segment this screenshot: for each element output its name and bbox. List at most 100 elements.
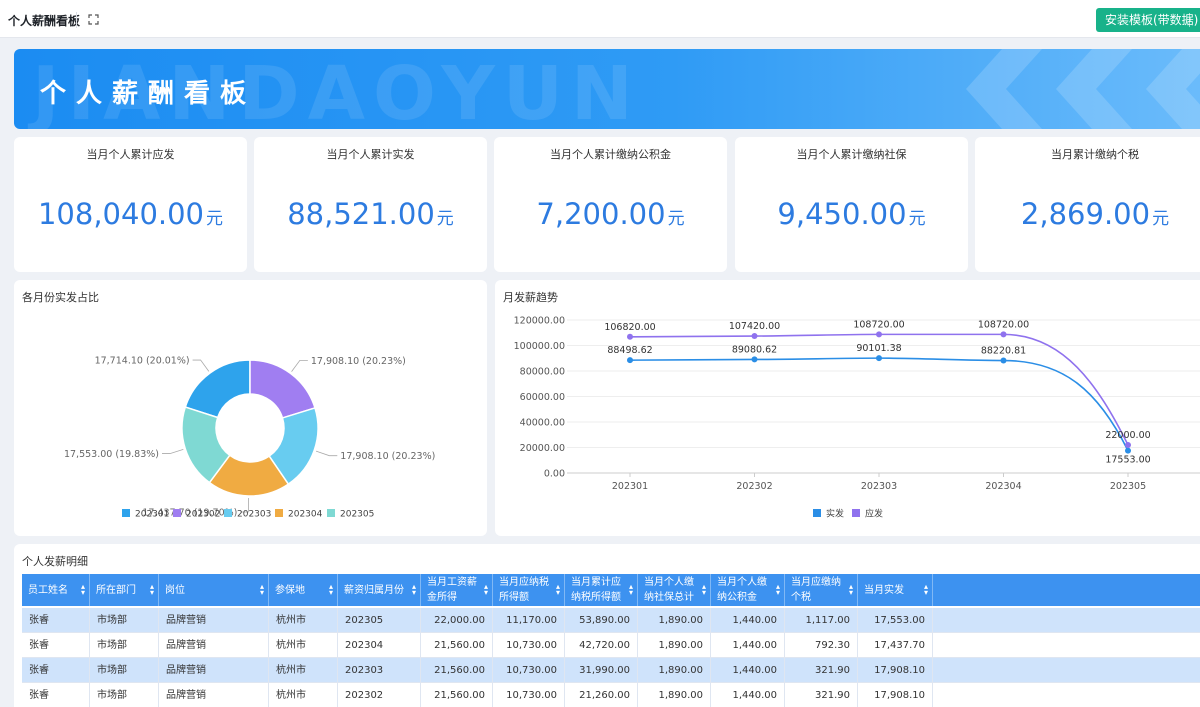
- table-cell: 1,440.00: [711, 683, 785, 707]
- table-row[interactable]: 张睿 市场部 品牌营销 杭州市 202303 21,560.00 10,730.00 31,9…: [22, 658, 1200, 683]
- series-line: [629, 357, 1129, 451]
- legend-label: 202301: [135, 510, 169, 520]
- table-cell: 11,170.00: [493, 608, 565, 633]
- table-cell: 792.30: [785, 633, 858, 658]
- table-cell: 21,260.00: [565, 683, 638, 707]
- slice-leader-line: [291, 360, 308, 372]
- donut-chart: 17,714.10 (20.01%) 17,908.10 (20.23%) 17,9…: [64, 356, 435, 520]
- toolbar-divider: [76, 12, 77, 28]
- table-row[interactable]: 张睿 市场部 品牌营销 杭州市 202305 22,000.00 11,170.00 53,8…: [22, 608, 1200, 633]
- table-cell: 321.90: [785, 658, 858, 683]
- banner-watermark: JIANDAOYUN: [32, 51, 641, 129]
- data-label: 88220.81: [981, 346, 1026, 357]
- table-cell: 1,117.00: [785, 608, 858, 633]
- column-header-label: 当月实发: [864, 584, 904, 596]
- data-point: [1125, 447, 1131, 454]
- sort-icon[interactable]: ▴ ▾: [259, 582, 264, 597]
- sort-icon[interactable]: ▴ ▾: [555, 582, 560, 597]
- legend-label: 202303: [237, 510, 271, 520]
- data-point: [1000, 357, 1007, 364]
- y-tick-label: 40000.00: [520, 418, 565, 429]
- column-header-label: 薪资归属月份: [344, 584, 404, 596]
- table-cell: 杭州市: [269, 658, 338, 683]
- sort-icon[interactable]: ▴ ▾: [411, 582, 416, 597]
- slice-label: 17,908.10 (20.23%): [311, 356, 406, 367]
- donut-slice: [184, 359, 251, 419]
- sort-icon[interactable]: ▴ ▾: [628, 582, 633, 597]
- kpi-unit: 元: [667, 209, 685, 229]
- data-label: 108720.00: [978, 319, 1029, 330]
- table-cell: 1,890.00: [638, 633, 711, 658]
- top-bar: 个人薪酬看板 安装模板(带数据): [0, 0, 1200, 38]
- sort-icon[interactable]: ▴ ▾: [923, 582, 928, 597]
- x-tick-label: 202301: [612, 481, 648, 492]
- column-header[interactable]: 当月工资薪金所得 ▴ ▾: [421, 574, 493, 606]
- slice-leader-line: [240, 497, 250, 513]
- column-header[interactable]: 当月应纳税所得额 ▴ ▾: [493, 574, 565, 606]
- column-header[interactable]: 当月累计应纳税所得额 ▴ ▾: [565, 574, 638, 606]
- sort-icon[interactable]: ▴ ▾: [328, 582, 333, 597]
- legend-swatch: [852, 509, 860, 517]
- table-cell: 品牌营销: [159, 658, 269, 683]
- salary-trend-card: 月发薪趋势 0.00 20000.00 40000.00 60000.00 80000.…: [495, 280, 1200, 536]
- table-header: 员工姓名 ▴ ▾ 所在部门 ▴ ▾ 岗位 ▴ ▾ 参保地 ▴ ▾ 薪资归属月份 ▴ ▾ 当月工资薪金…: [22, 574, 1200, 606]
- kpi-value: 7,200.00 元: [494, 197, 727, 231]
- y-tick-label: 60000.00: [520, 392, 565, 403]
- data-label: 88498.62: [607, 345, 652, 356]
- sort-icon[interactable]: ▴ ▾: [483, 582, 488, 597]
- fullscreen-icon[interactable]: [88, 14, 99, 25]
- table-cell: 202305: [338, 608, 421, 633]
- install-button-separator: [1189, 13, 1190, 27]
- column-header[interactable]: 当月实发 ▴ ▾: [858, 574, 933, 606]
- sort-icon[interactable]: ▴ ▾: [848, 582, 853, 597]
- column-header[interactable]: 薪资归属月份 ▴ ▾: [338, 574, 421, 606]
- sort-icon[interactable]: ▴ ▾: [701, 582, 706, 597]
- table-cell: 53,890.00: [565, 608, 638, 633]
- data-label: 106820.00: [604, 322, 655, 333]
- data-point: [876, 331, 882, 338]
- table-cell: 10,730.00: [493, 658, 565, 683]
- y-tick-label: 0.00: [544, 469, 565, 480]
- table-row[interactable]: 张睿 市场部 品牌营销 杭州市 202302 21,560.00 10,730.00 21,2…: [22, 683, 1200, 707]
- sort-icon[interactable]: ▴ ▾: [80, 582, 85, 597]
- sort-icon[interactable]: ▴ ▾: [775, 582, 780, 597]
- kpi-number: 7,200.00: [536, 197, 666, 231]
- table-cell: 张睿: [22, 683, 90, 707]
- data-label: 17553.00: [1105, 455, 1150, 466]
- data-label: 89080.62: [732, 344, 777, 355]
- legend-swatch: [813, 509, 821, 517]
- slice-label: 17,908.10 (20.23%): [340, 451, 435, 462]
- column-header[interactable]: 当月应缴纳个税 ▴ ▾: [785, 574, 858, 606]
- sort-icon[interactable]: ▴ ▾: [149, 582, 154, 597]
- column-header[interactable]: 当月个人缴纳公积金 ▴ ▾: [711, 574, 785, 606]
- column-header[interactable]: 参保地 ▴ ▾: [269, 574, 338, 606]
- app-title: 个人薪酬看板: [8, 14, 81, 28]
- kpi-card-income-tax: 当月累计缴纳个税 2,869.00 元: [975, 137, 1200, 272]
- column-header[interactable]: 岗位 ▴ ▾: [159, 574, 269, 606]
- column-header-label: 当月应纳税所得额: [499, 577, 549, 603]
- kpi-card-social-insurance: 当月个人累计缴纳社保 9,450.00 元: [735, 137, 968, 272]
- column-header-label: 岗位: [165, 584, 185, 596]
- table-cell: 42,720.00: [565, 633, 638, 658]
- data-point: [751, 333, 758, 340]
- data-label: 90101.38: [856, 343, 901, 354]
- table-row[interactable]: 张睿 市场部 品牌营销 杭州市 202304 21,560.00 10,730.00 42,7…: [22, 633, 1200, 658]
- column-header[interactable]: 所在部门 ▴ ▾: [90, 574, 159, 606]
- column-header[interactable]: 员工姓名 ▴ ▾: [22, 574, 90, 606]
- slice-label: 17,437.70 (19.70%): [142, 507, 237, 518]
- legend-swatch: [275, 509, 283, 517]
- install-template-button[interactable]: 安装模板(带数据): [1096, 8, 1200, 32]
- legend-label: 202302: [186, 510, 220, 520]
- legend-label: 实发: [826, 508, 844, 520]
- chart-title: 月发薪趋势: [503, 291, 558, 304]
- x-tick-label: 202303: [861, 481, 897, 492]
- table-cell: 杭州市: [269, 683, 338, 707]
- table-cell: 31,990.00: [565, 658, 638, 683]
- kpi-unit: 元: [908, 209, 926, 229]
- table-cell: 202304: [338, 633, 421, 658]
- column-header-label: 所在部门: [96, 584, 136, 596]
- column-header[interactable]: 当月个人缴纳社保总计 ▴ ▾: [638, 574, 711, 606]
- x-tick-label: 202305: [1110, 481, 1146, 492]
- table-cell: 21,560.00: [421, 633, 493, 658]
- install-template-label: 安装模板(带数据): [1105, 13, 1199, 27]
